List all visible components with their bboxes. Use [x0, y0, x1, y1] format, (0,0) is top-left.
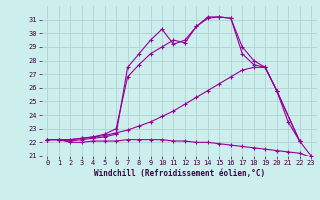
X-axis label: Windchill (Refroidissement éolien,°C): Windchill (Refroidissement éolien,°C)	[94, 169, 265, 178]
